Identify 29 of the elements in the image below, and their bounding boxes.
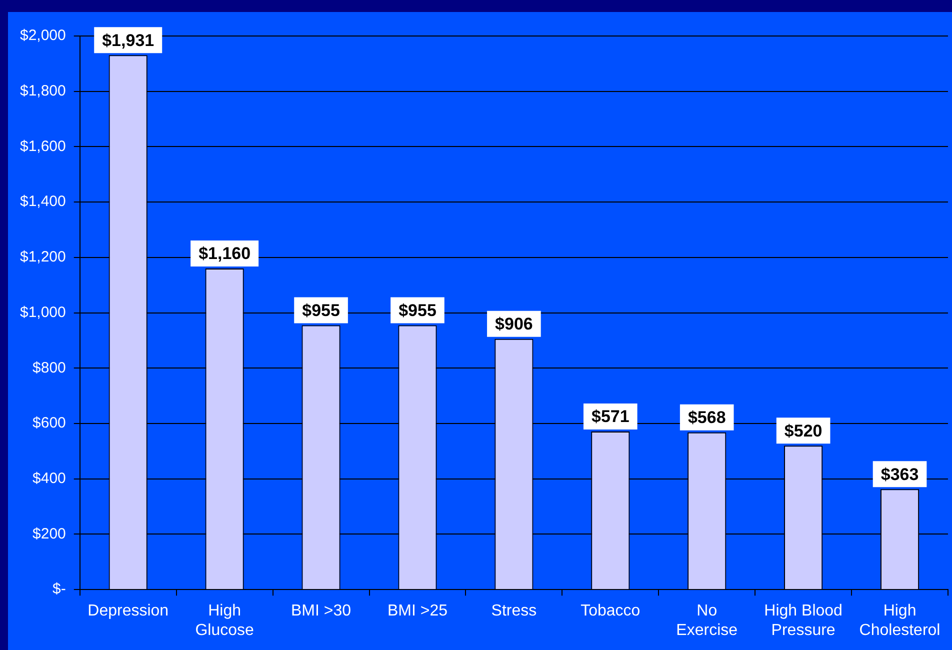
x-tick-label: BMI >25 [387,602,448,620]
data-label: $955 [302,300,340,320]
data-label: $1,160 [198,244,251,264]
data-label: $1,931 [102,30,154,50]
x-tick-label: BMI >30 [291,602,352,620]
x-tick-label: Depression [88,602,169,620]
data-label: $955 [398,300,436,320]
x-tick-label: High Cholesterol [859,602,940,639]
data-label: $363 [880,464,919,484]
data-label: $520 [784,421,822,440]
x-tick-label: Stress [491,602,537,620]
y-tick-label: $1,400 [20,193,66,210]
data-label: $906 [495,314,533,334]
x-tick-label: No Exercise [676,602,738,639]
y-tick-label: $- [52,580,66,598]
data-label: $571 [591,407,630,426]
y-tick-label: $200 [32,525,66,542]
y-tick-label: $2,000 [20,27,66,44]
y-tick-label: $800 [32,359,66,376]
y-tick-label: $1,600 [20,138,66,155]
y-tick-label: $1,800 [20,82,66,100]
x-tick-label: High Glucose [195,602,254,639]
y-tick-label: $1,000 [20,304,66,321]
y-tick-label: $600 [32,414,66,432]
x-tick-label: High Blood Pressure [764,602,842,639]
data-label: $568 [688,408,726,428]
y-tick-label: $400 [32,470,66,488]
y-tick-label: $1,200 [20,248,66,266]
x-tick-label: Tobacco [580,602,640,620]
